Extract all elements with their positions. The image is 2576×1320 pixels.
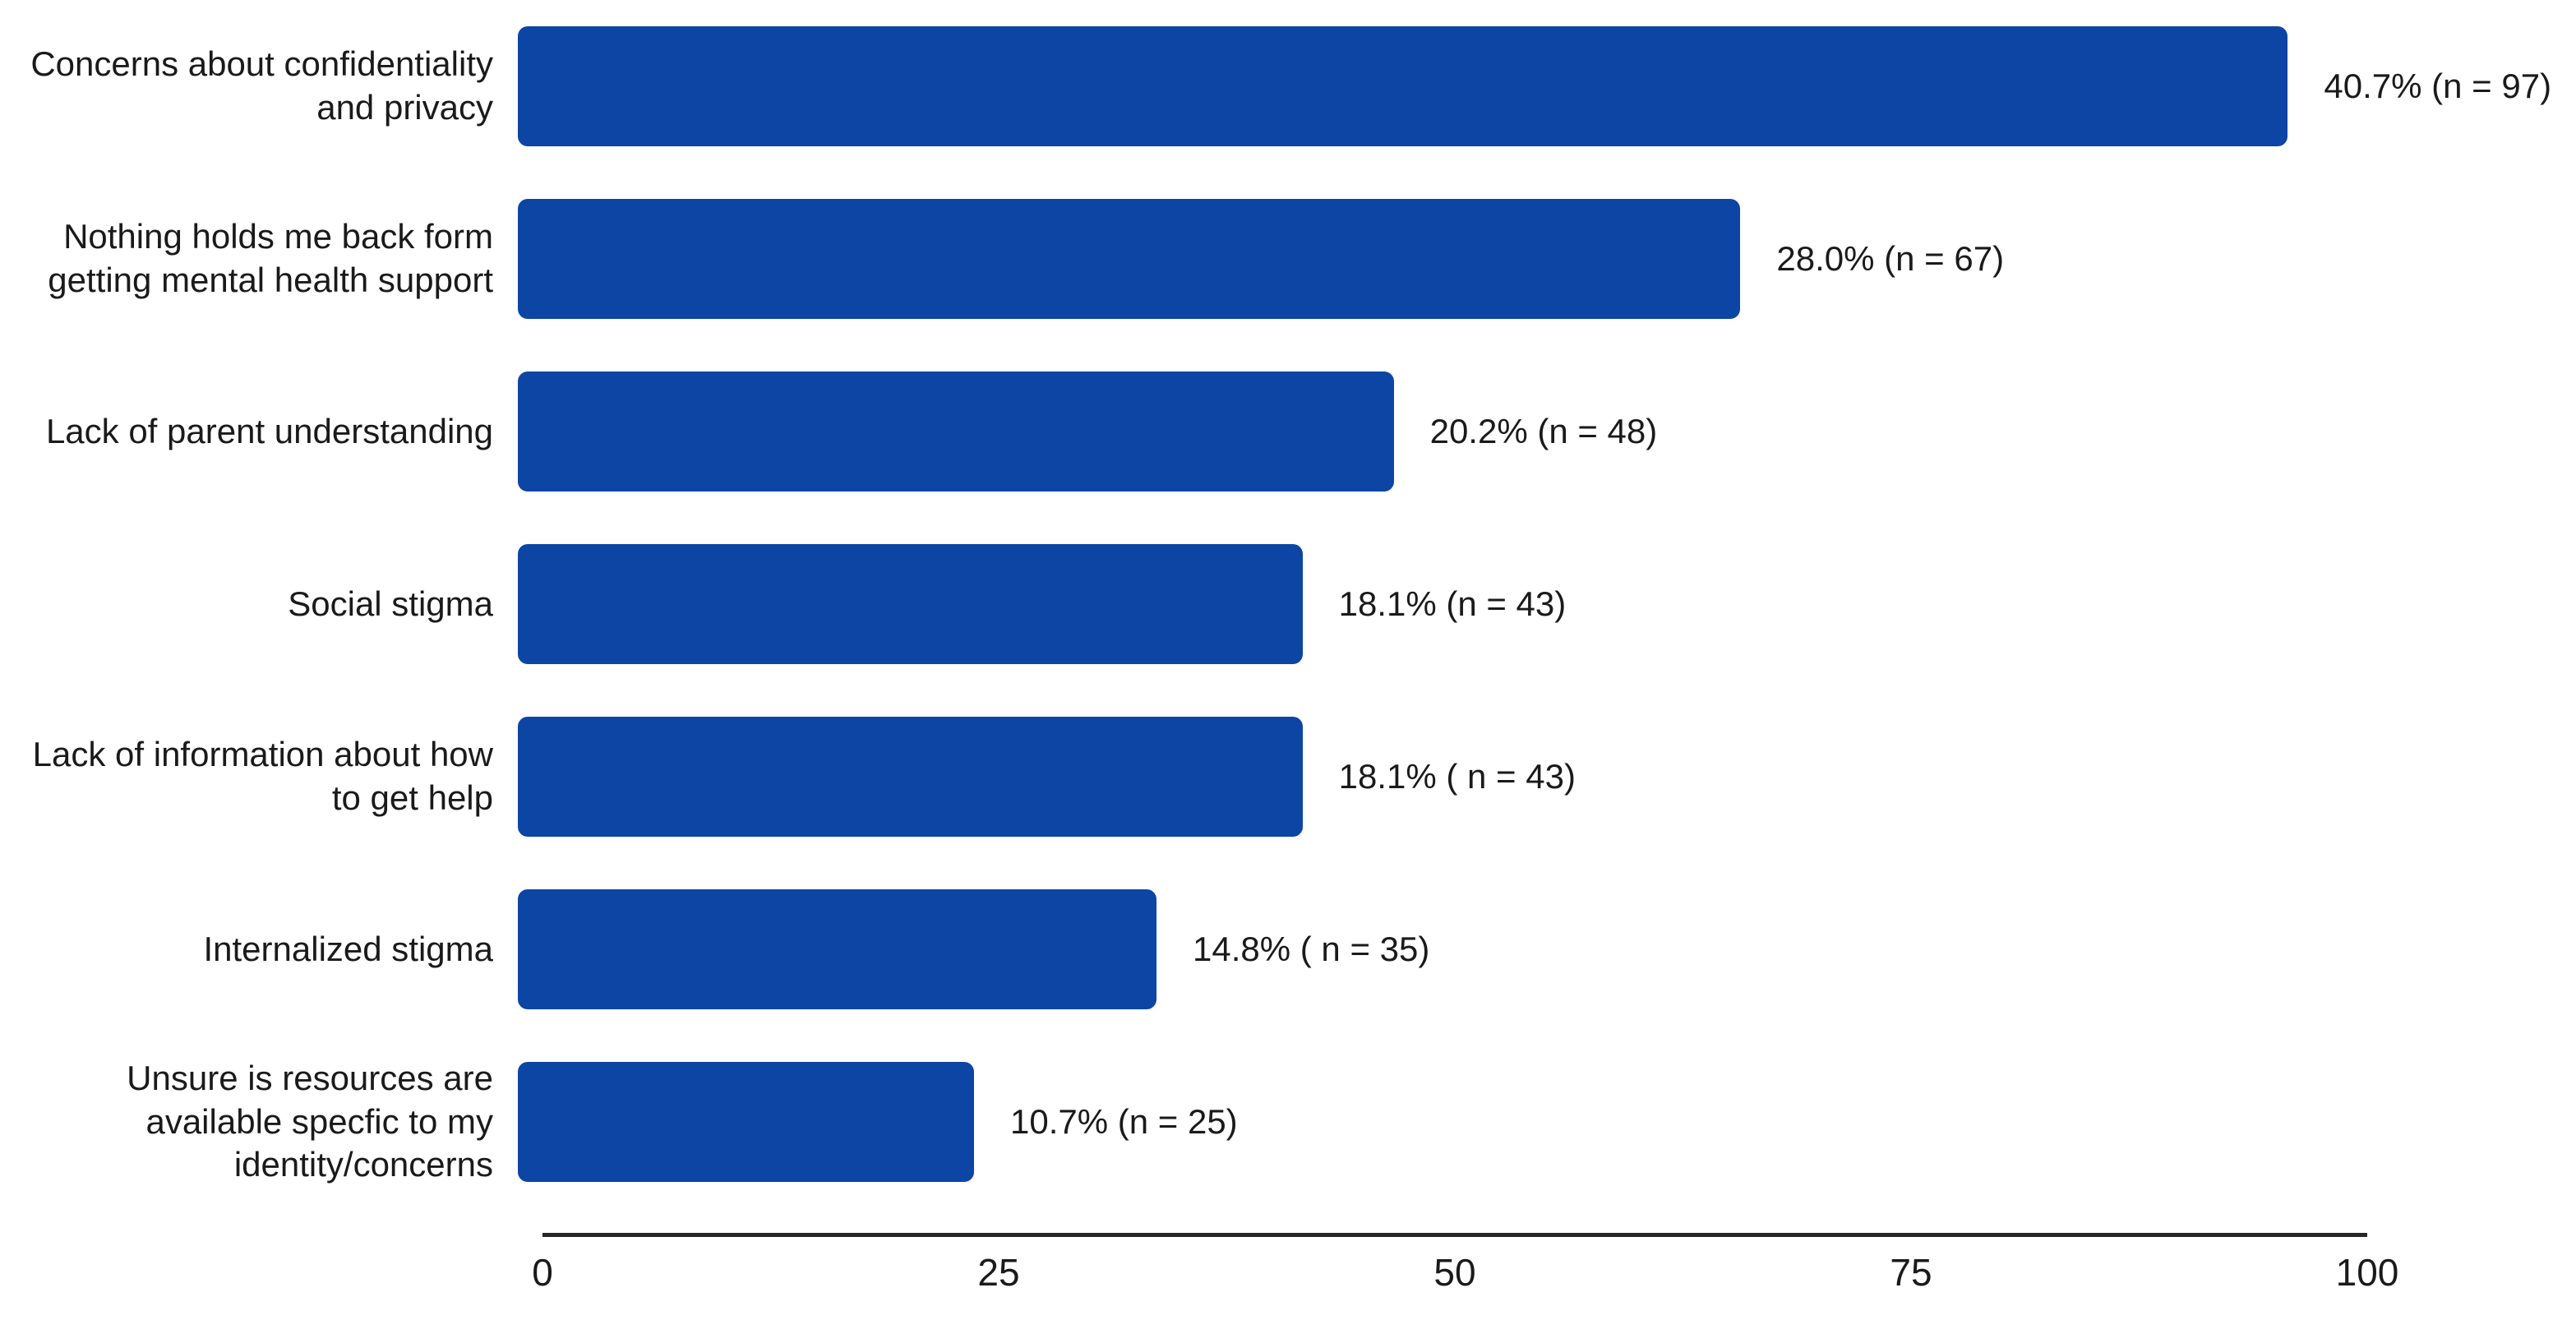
x-tick-label: 75: [1890, 1251, 1932, 1294]
bar: [518, 717, 1303, 837]
bar: [518, 26, 2288, 146]
bar: [518, 544, 1303, 664]
value-label: 40.7% (n = 97): [2324, 67, 2552, 105]
bar-row: Lack of information about how to get hel…: [0, 690, 2576, 863]
category-label: Social stigma: [288, 584, 493, 623]
bar-track: 18.1% ( n = 43): [518, 717, 2343, 837]
bar-track: 40.7% (n = 97): [518, 26, 2551, 146]
bar-track: 28.0% (n = 67): [518, 199, 2343, 319]
category-label: Lack of information about how to get hel…: [32, 735, 493, 817]
category-label: Nothing holds me back form getting menta…: [48, 217, 493, 299]
bar-row: Nothing holds me back form getting menta…: [0, 173, 2576, 345]
value-label: 28.0% (n = 67): [1776, 239, 2005, 278]
bar-row: Unsure is resources are available specfi…: [0, 1036, 2576, 1208]
bar-rows: Concerns about confidentiality and priva…: [0, 0, 2576, 1208]
bar: [518, 1062, 974, 1182]
bar-track: 20.2% (n = 48): [518, 372, 2343, 492]
value-label: 18.1% (n = 43): [1338, 584, 1567, 623]
category-label: Lack of parent understanding: [45, 411, 493, 450]
x-tick-label: 25: [977, 1251, 1020, 1294]
x-tick-label: 50: [1433, 1251, 1476, 1294]
bar-track: 10.7% (n = 25): [518, 1062, 2343, 1182]
bar-track: 18.1% (n = 43): [518, 544, 2343, 664]
category-label: Internalized stigma: [203, 929, 493, 968]
bar-row: Lack of parent understanding 20.2% (n = 4…: [0, 345, 2576, 518]
bar-track: 14.8% ( n = 35): [518, 889, 2343, 1009]
value-label: 14.8% ( n = 35): [1193, 930, 1430, 968]
bar-row: Social stigma 18.1% (n = 43): [0, 518, 2576, 690]
value-label: 10.7% (n = 25): [1010, 1102, 1238, 1141]
x-axis-line: 0 25 50 75 100: [532, 1233, 2398, 1307]
bar-row: Concerns about confidentiality and priva…: [0, 0, 2576, 173]
bar-row: Internalized stigma 14.8% ( n = 35): [0, 863, 2576, 1036]
category-label: Concerns about confidentiality and priva…: [30, 44, 493, 127]
x-tick-label: 0: [532, 1251, 553, 1294]
bar: [518, 199, 1741, 319]
bar: [518, 889, 1156, 1009]
value-label: 20.2% (n = 48): [1429, 412, 1658, 450]
value-label: 18.1% ( n = 43): [1338, 757, 1576, 796]
x-tick-label: 100: [2335, 1251, 2399, 1294]
category-label: Unsure is resources are available specfi…: [127, 1058, 493, 1184]
bar: [518, 372, 1394, 492]
